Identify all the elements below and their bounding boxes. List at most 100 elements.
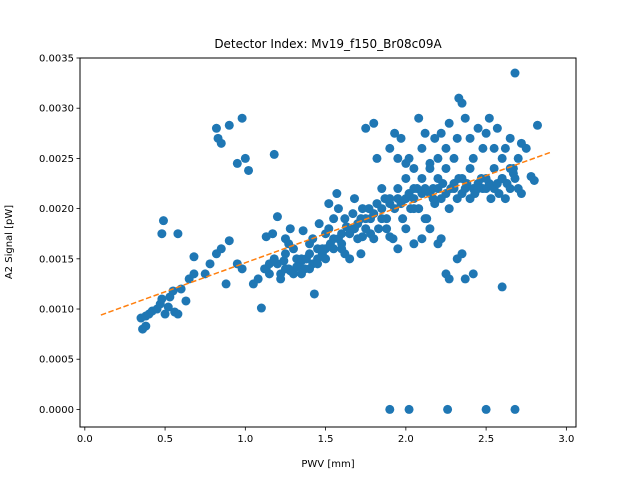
data-point xyxy=(441,163,451,173)
data-point xyxy=(361,224,371,234)
data-point xyxy=(385,194,395,204)
data-point xyxy=(349,194,359,204)
x-axis-label: PWV [mm] xyxy=(301,459,354,470)
data-point xyxy=(168,286,178,296)
data-point xyxy=(414,113,424,123)
x-axis-ticks: 0.0 0.5 1.0 1.5 2.0 2.5 3.0 xyxy=(77,427,574,445)
data-point xyxy=(401,173,411,183)
data-point xyxy=(382,224,392,234)
data-point xyxy=(457,249,467,259)
y-tick-label: 0.0030 xyxy=(39,104,74,115)
data-point xyxy=(486,194,496,204)
data-point xyxy=(317,244,327,254)
data-point xyxy=(189,269,199,279)
data-point xyxy=(385,404,395,414)
data-point xyxy=(398,214,408,224)
data-point xyxy=(473,184,483,194)
data-point xyxy=(404,404,414,414)
data-point xyxy=(240,153,250,163)
data-point xyxy=(409,194,419,204)
data-point xyxy=(428,194,438,204)
data-point xyxy=(460,113,470,123)
data-point xyxy=(444,274,454,284)
data-point xyxy=(436,128,446,138)
data-point xyxy=(157,294,167,304)
data-point xyxy=(348,209,358,219)
data-point xyxy=(313,259,323,269)
data-point xyxy=(253,274,263,284)
y-tick-label: 0.0035 xyxy=(39,54,74,65)
data-point xyxy=(377,214,387,224)
data-point xyxy=(181,296,191,306)
y-tick-label: 0.0020 xyxy=(39,204,74,215)
data-point xyxy=(324,199,334,209)
data-points xyxy=(136,68,542,414)
data-point xyxy=(385,143,395,153)
data-point xyxy=(211,123,221,133)
data-point xyxy=(269,254,279,264)
data-point xyxy=(309,289,319,299)
data-point xyxy=(468,153,478,163)
data-point xyxy=(420,214,430,224)
data-point xyxy=(409,204,419,214)
data-point xyxy=(430,133,440,143)
data-point xyxy=(280,249,290,259)
data-point xyxy=(374,224,384,234)
data-point xyxy=(468,269,478,279)
data-point xyxy=(269,149,279,159)
x-tick-label: 1.0 xyxy=(237,434,253,445)
data-point xyxy=(300,264,310,274)
data-point xyxy=(221,279,231,289)
data-point xyxy=(372,153,382,163)
data-point xyxy=(340,214,350,224)
data-point xyxy=(244,165,254,175)
data-point xyxy=(393,153,403,163)
data-point xyxy=(160,309,170,319)
data-point xyxy=(189,252,199,262)
data-point xyxy=(393,184,403,194)
data-point xyxy=(444,118,454,128)
data-point xyxy=(417,143,427,153)
data-point xyxy=(272,212,282,222)
data-point xyxy=(425,224,435,234)
data-point xyxy=(237,264,247,274)
data-point xyxy=(417,173,427,183)
data-point xyxy=(224,236,234,246)
data-point xyxy=(232,158,242,168)
data-point xyxy=(321,254,331,264)
data-point xyxy=(385,232,395,242)
y-axis-ticks: 0.0000 0.0005 0.0010 0.0015 0.0020 0.0025 0.00… xyxy=(39,54,80,416)
data-point xyxy=(324,224,334,234)
chart-title: Detector Index: Mv19_f150_Br08c09A xyxy=(214,37,442,51)
data-point xyxy=(489,163,499,173)
data-point xyxy=(481,173,491,183)
y-tick-label: 0.0000 xyxy=(39,405,74,416)
data-point xyxy=(452,133,462,143)
data-point xyxy=(420,128,430,138)
data-point xyxy=(284,239,294,249)
data-point xyxy=(510,404,520,414)
data-point xyxy=(521,143,531,153)
y-tick-label: 0.0025 xyxy=(39,154,74,165)
data-point xyxy=(345,254,355,264)
data-point xyxy=(409,163,419,173)
data-point xyxy=(497,153,507,163)
data-point xyxy=(481,128,491,138)
data-point xyxy=(444,204,454,214)
data-point xyxy=(433,173,443,183)
data-point xyxy=(356,249,366,259)
data-point xyxy=(510,68,520,78)
data-point xyxy=(377,204,387,214)
data-point xyxy=(409,184,419,194)
data-point xyxy=(449,153,459,163)
data-point xyxy=(500,143,510,153)
data-point xyxy=(436,234,446,244)
data-point xyxy=(305,249,315,259)
data-point xyxy=(473,123,483,133)
data-point xyxy=(510,173,520,183)
data-point xyxy=(268,229,278,239)
data-point xyxy=(481,404,491,414)
data-point xyxy=(224,120,234,130)
data-point xyxy=(505,133,515,143)
